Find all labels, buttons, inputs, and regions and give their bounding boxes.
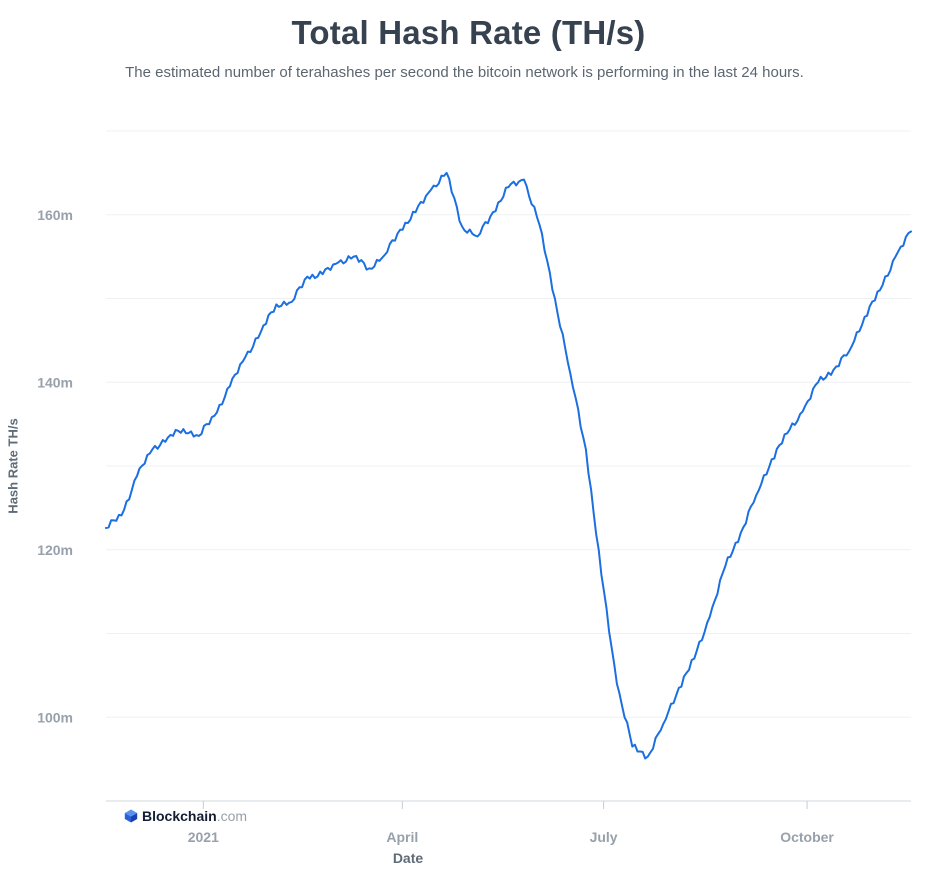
chart-subtitle: The estimated number of terahashes per s…: [125, 64, 804, 81]
watermark-suffix: .com: [216, 808, 248, 824]
y-tick-label: 160m: [37, 207, 73, 223]
y-tick-label: 100m: [37, 709, 73, 725]
blockchain-watermark: Blockchain .com: [124, 808, 247, 824]
watermark-brand: Blockchain: [142, 808, 217, 824]
y-axis-ticks: 100m 120m 140m 160m: [37, 207, 73, 726]
grid-lines: [106, 130, 911, 718]
blockchain-logo-icon: [124, 809, 138, 823]
x-axis-ticks: 2021 April July October: [188, 801, 834, 845]
series-line-hash-rate: [105, 171, 912, 760]
series-layer: [105, 171, 912, 760]
x-tick-label: April: [386, 829, 418, 845]
chart-title: Total Hash Rate (TH/s): [291, 14, 646, 51]
x-tick-label: October: [780, 829, 834, 845]
y-axis-label: Hash Rate TH/s: [5, 418, 21, 514]
y-tick-label: 140m: [37, 374, 73, 390]
y-tick-label: 120m: [37, 542, 73, 558]
x-axis-label: Date: [392, 850, 424, 866]
x-tick-label: 2021: [188, 829, 219, 845]
x-tick-label: July: [590, 829, 618, 845]
